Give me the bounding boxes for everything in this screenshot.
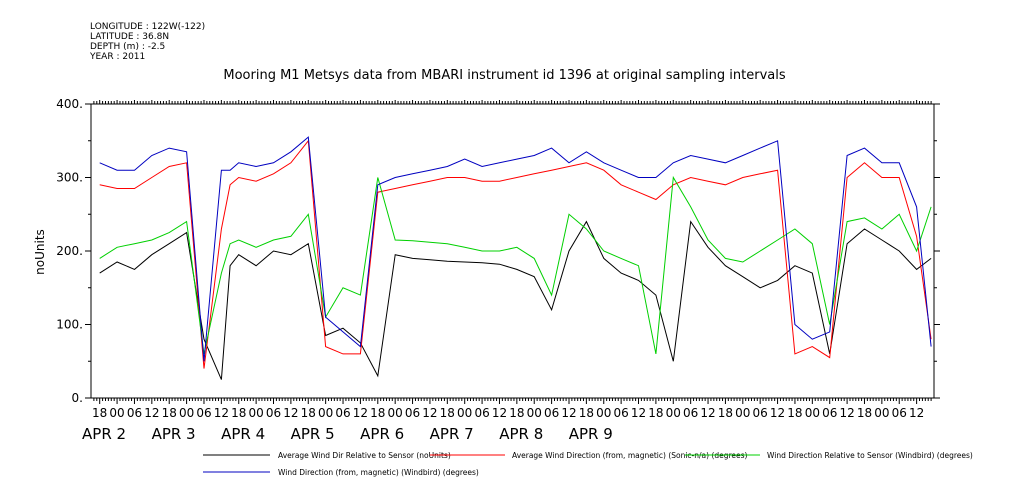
y-axis-label: noUnits <box>33 229 47 275</box>
x-hour-label: 12 <box>422 406 437 420</box>
x-hour-label: 18 <box>162 406 177 420</box>
x-hour-label: 00 <box>805 406 820 420</box>
x-date-label: APR 4 <box>221 425 265 443</box>
latitude-label: LATITUDE : 36.8N <box>90 32 170 42</box>
year-label: YEAR : 2011 <box>90 52 146 62</box>
x-hour-label: 06 <box>266 406 281 420</box>
x-hour-label: 00 <box>666 406 681 420</box>
x-hour-label: 18 <box>92 406 107 420</box>
x-hour-label: 12 <box>909 406 924 420</box>
x-date-label: APR 3 <box>152 425 196 443</box>
legend-label-3: Wind Direction Relative to Sensor (Windb… <box>767 451 973 460</box>
longitude-label: LONGITUDE : 122W(-122) <box>90 22 206 32</box>
depth-label: DEPTH (m) : -2.5 <box>90 42 166 52</box>
metadata-block: LONGITUDE : 122W(-122) LATITUDE : 36.8N … <box>90 22 205 62</box>
x-hour-label: 18 <box>440 406 455 420</box>
series-line-2 <box>99 139 932 369</box>
x-date-label: APR 5 <box>291 425 335 443</box>
x-hour-label: 06 <box>196 406 211 420</box>
x-hour-label: 06 <box>613 406 628 420</box>
y-tick-label: 100. <box>56 318 83 332</box>
x-hour-label: 00 <box>874 406 889 420</box>
x-hour-label: 18 <box>648 406 663 420</box>
x-hour-label: 00 <box>109 406 124 420</box>
x-hour-label: 06 <box>892 406 907 420</box>
x-hour-label: 00 <box>388 406 403 420</box>
x-hour-label: 00 <box>179 406 194 420</box>
x-hour-label: 12 <box>144 406 159 420</box>
x-hour-label: 18 <box>370 406 385 420</box>
x-hour-label: 00 <box>527 406 542 420</box>
x-hour-label: 12 <box>700 406 715 420</box>
legend-label-1: Average Wind Dir Relative to Sensor (noU… <box>278 451 451 460</box>
y-tick-label: 200. <box>56 244 83 258</box>
x-hour-label: 06 <box>822 406 837 420</box>
x-hour-label: 12 <box>839 406 854 420</box>
series-line-4 <box>99 136 932 362</box>
x-date-label: APR 9 <box>569 425 613 443</box>
y-tick-label: 0. <box>72 391 83 405</box>
y-tick-label: 300. <box>56 171 83 185</box>
x-hour-label: 12 <box>283 406 298 420</box>
x-hour-label: 12 <box>561 406 576 420</box>
x-hour-label: 18 <box>301 406 316 420</box>
legend-label-4: Wind Direction (from, magnetic) (Windbir… <box>278 468 479 477</box>
x-hour-label: 00 <box>318 406 333 420</box>
x-hour-label: 18 <box>857 406 872 420</box>
x-hour-label: 12 <box>770 406 785 420</box>
x-hour-label: 12 <box>214 406 229 420</box>
x-hour-label: 00 <box>248 406 263 420</box>
x-hour-label: 12 <box>492 406 507 420</box>
x-hour-label: 06 <box>474 406 489 420</box>
x-hour-label: 00 <box>596 406 611 420</box>
x-date-label: APR 6 <box>360 425 404 443</box>
x-date-label: APR 8 <box>499 425 543 443</box>
legend-label-2: Average Wind Direction (from, magnetic) … <box>512 451 748 460</box>
x-hour-label: 06 <box>127 406 142 420</box>
plot-frame <box>90 103 935 399</box>
x-hour-label: 06 <box>683 406 698 420</box>
x-hour-label: 12 <box>631 406 646 420</box>
x-hour-label: 18 <box>509 406 524 420</box>
x-hour-label: 18 <box>579 406 594 420</box>
x-hour-label: 00 <box>457 406 472 420</box>
x-hour-label: 06 <box>405 406 420 420</box>
x-hour-label: 12 <box>353 406 368 420</box>
x-hour-label: 06 <box>753 406 768 420</box>
y-tick-label: 400. <box>56 97 83 111</box>
x-hour-label: 18 <box>718 406 733 420</box>
x-date-label: APR 7 <box>430 425 474 443</box>
series-line-1 <box>99 220 932 380</box>
x-date-label: APR 2 <box>82 425 126 443</box>
x-hour-label: 06 <box>335 406 350 420</box>
x-hour-label: 06 <box>544 406 559 420</box>
x-hour-label: 18 <box>787 406 802 420</box>
chart-title: Mooring M1 Metsys data from MBARI instru… <box>223 68 786 83</box>
x-hour-label: 00 <box>735 406 750 420</box>
x-hour-label: 18 <box>231 406 246 420</box>
series-line-3 <box>99 175 932 355</box>
